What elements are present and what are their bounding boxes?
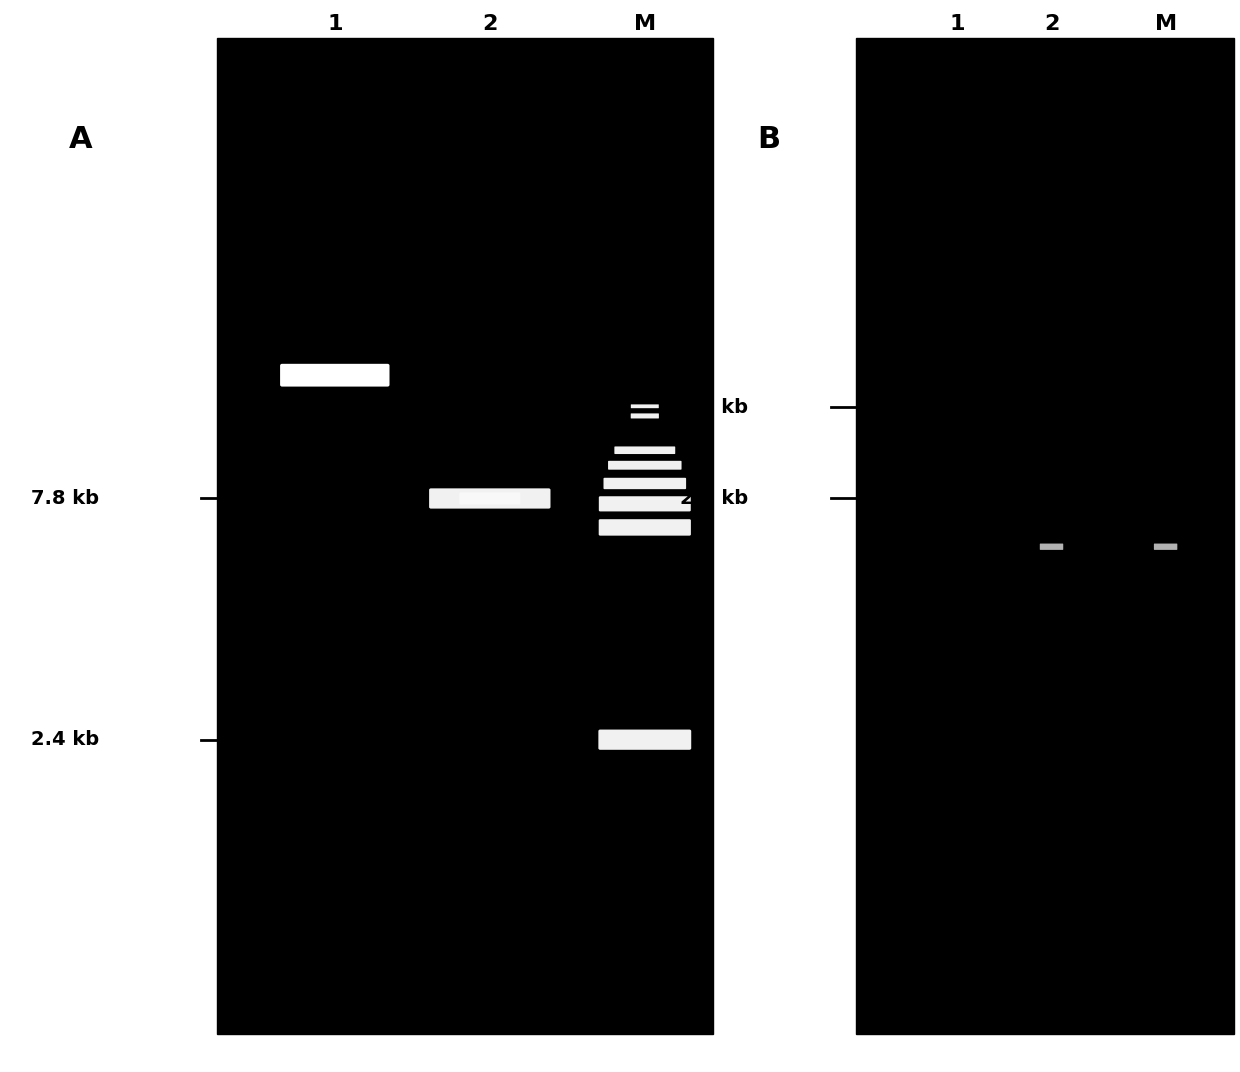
FancyBboxPatch shape [459, 492, 521, 505]
FancyBboxPatch shape [280, 363, 389, 387]
FancyBboxPatch shape [604, 478, 686, 489]
Bar [856, 38, 1234, 1034]
FancyBboxPatch shape [614, 446, 676, 455]
Text: 2.4 kb: 2.4 kb [31, 730, 99, 749]
FancyBboxPatch shape [608, 461, 682, 470]
FancyBboxPatch shape [599, 730, 691, 749]
Text: M: M [1154, 14, 1177, 33]
Text: 1: 1 [327, 14, 342, 33]
FancyBboxPatch shape [599, 496, 691, 511]
Text: M: M [634, 14, 656, 33]
Text: 1: 1 [950, 14, 965, 33]
Text: B: B [758, 124, 780, 154]
Text: 2: 2 [482, 14, 497, 33]
FancyBboxPatch shape [1154, 544, 1177, 550]
Text: 7.8 kb: 7.8 kb [680, 398, 748, 417]
FancyBboxPatch shape [631, 404, 658, 408]
FancyBboxPatch shape [631, 414, 658, 418]
Bar [217, 38, 713, 1034]
FancyBboxPatch shape [429, 489, 551, 508]
Text: 2.4 kb: 2.4 kb [680, 489, 748, 508]
Text: A: A [68, 124, 93, 154]
FancyBboxPatch shape [319, 368, 363, 383]
FancyBboxPatch shape [599, 519, 691, 536]
Text: 2: 2 [1044, 14, 1059, 33]
FancyBboxPatch shape [1040, 544, 1063, 550]
Text: 7.8 kb: 7.8 kb [31, 489, 99, 508]
